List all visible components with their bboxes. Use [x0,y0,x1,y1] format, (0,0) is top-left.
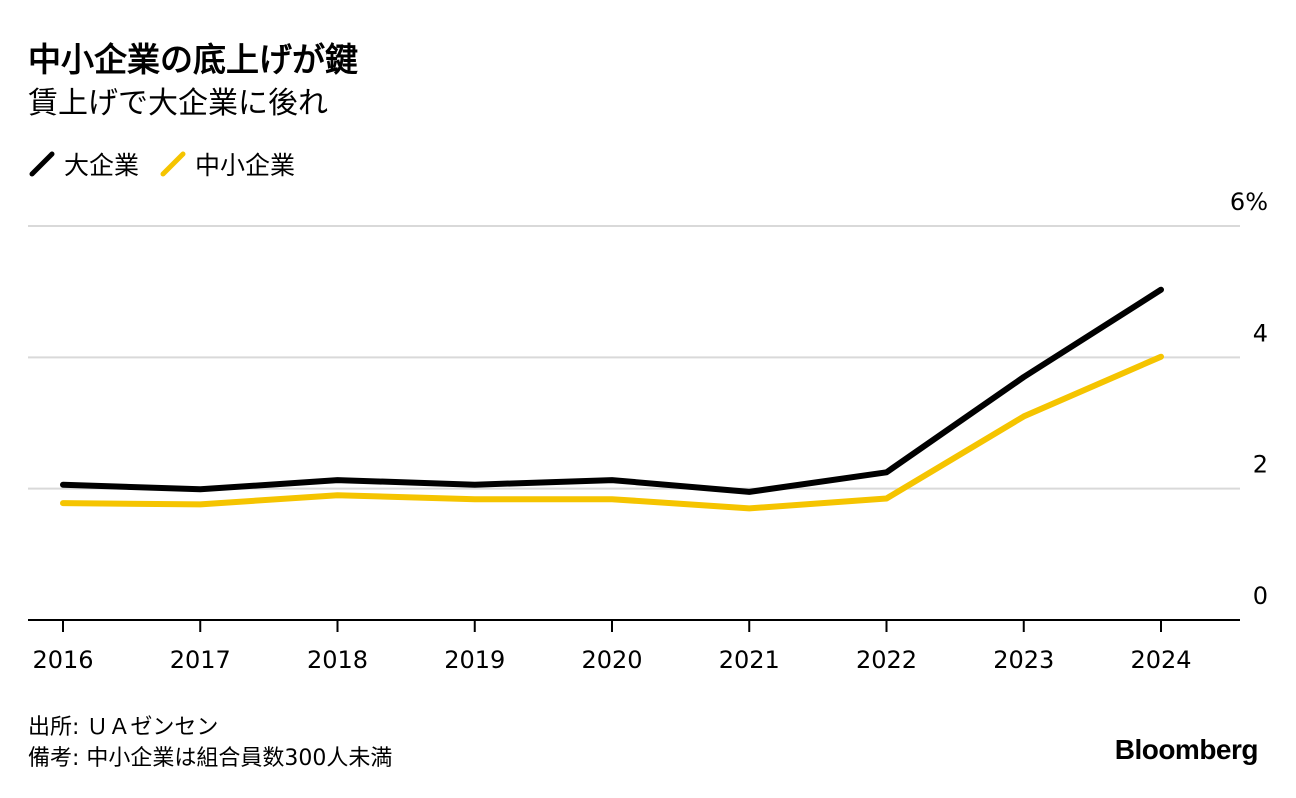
x-axis-tick-labels: 2016 2017 2018 2019 2020 2021 2022 2023 2024 [32,646,1191,674]
x-tick-label: 2024 [1130,646,1191,674]
x-tick-label: 2016 [32,646,93,674]
legend-swatch-black-line-icon [29,151,55,177]
x-tick-label: 2018 [307,646,368,674]
x-tick-label: 2020 [581,646,642,674]
x-tick-label: 2023 [993,646,1054,674]
x-tick-label: 2022 [856,646,917,674]
y-tick-label: 4 [1253,319,1268,347]
y-axis-tick-labels: 0 2 4 6% [1230,188,1268,610]
series-lines [60,286,1164,512]
chart-footer: 出所: ＵＡゼンセン 備考: 中小企業は組合員数300人未満 [28,712,392,774]
legend-swatch-yellow-line-icon [160,151,186,177]
y-tick-label: 2 [1253,451,1268,479]
legend-label-large-companies: 大企業 [64,151,140,180]
x-tick-label: 2019 [444,646,505,674]
y-tick-label: 0 [1253,582,1268,610]
y-tick-label: 6% [1230,188,1268,216]
legend-item-small-medium-companies: 中小企業 [159,146,295,182]
x-tick-label: 2017 [170,646,231,674]
x-axis [28,619,1240,632]
remarks-note: 備考: 中小企業は組合員数300人未満 [28,746,393,771]
x-tick-label: 2021 [719,646,780,674]
series-line [60,353,1164,512]
legend-item-large-companies: 大企業 [28,146,139,182]
bloomberg-logo: Bloomberg [1114,734,1259,765]
chart-title: 中小企業の底上げが鍵 [28,40,358,79]
chart-subtitle: 賃上げで大企業に後れ [28,86,328,121]
source-note: 出所: ＵＡゼンセン [28,715,219,740]
legend-label-small-medium-companies: 中小企業 [195,151,296,180]
legend: 大企業 中小企業 [28,144,315,184]
series-line [60,286,1164,495]
